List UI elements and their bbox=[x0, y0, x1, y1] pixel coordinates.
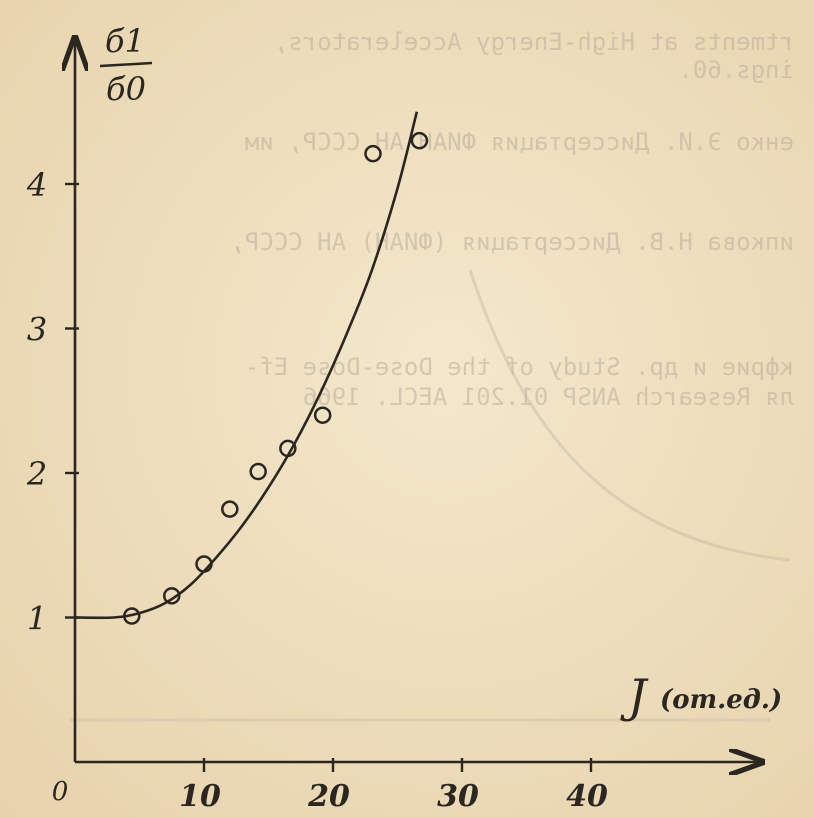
data-point bbox=[279, 439, 297, 458]
x-axis-ticks: 10 20 30 40 bbox=[179, 758, 608, 814]
data-point bbox=[410, 131, 429, 150]
origin-label: 0 bbox=[52, 777, 69, 807]
x-tick-label: 20 bbox=[307, 779, 350, 814]
data-point bbox=[195, 555, 213, 573]
data-point bbox=[221, 500, 239, 518]
data-points bbox=[123, 131, 429, 625]
bleed-through-curve bbox=[468, 269, 791, 562]
y-axis-ticks: 1 2 3 4 bbox=[26, 166, 79, 638]
data-point bbox=[123, 607, 141, 625]
y-tick-label: 2 bbox=[26, 455, 47, 493]
y-label-fraction-bar bbox=[99, 61, 153, 68]
y-label-denominator: б0 bbox=[106, 70, 146, 108]
fit-curve bbox=[74, 111, 419, 620]
data-point bbox=[313, 406, 332, 424]
y-tick-label: 3 bbox=[27, 311, 47, 349]
y-tick-label: 1 bbox=[27, 600, 47, 638]
bleed-line: енко Э.И. Диссертация ФИАН АН СССР, им bbox=[245, 128, 794, 156]
bleed-line: rtments at High-Energy Accelerators, bbox=[274, 28, 794, 56]
x-tick-label: 30 bbox=[437, 779, 479, 814]
x-tick-label: 10 bbox=[179, 779, 221, 814]
bleed-through-text: rtments at High-Energy Accelerators, ing… bbox=[230, 28, 794, 411]
x-label-unit: (от.ед.) bbox=[660, 685, 782, 715]
bleed-line: ипкова Н.В. Диссертация (ФИАН) АН СССР, bbox=[230, 228, 794, 256]
data-point bbox=[249, 462, 267, 481]
y-axis-label: б1 б0 bbox=[99, 22, 153, 108]
x-tick-label: 40 bbox=[566, 779, 608, 814]
data-point bbox=[364, 144, 382, 163]
y-label-numerator: б1 bbox=[105, 22, 145, 60]
bleed-line: ля Research ANSP 01.201 AECL. 1966 bbox=[303, 383, 794, 411]
bleed-line: ings.60. bbox=[678, 56, 794, 84]
y-tick-label: 4 bbox=[26, 166, 47, 204]
data-point bbox=[163, 587, 181, 605]
